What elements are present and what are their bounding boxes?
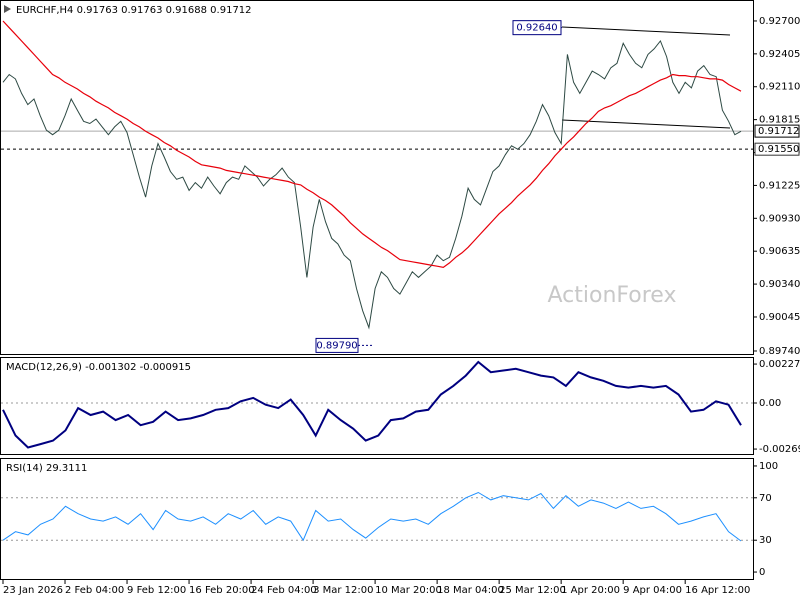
channel-upper bbox=[561, 26, 731, 36]
series-line bbox=[2, 360, 742, 449]
price-panel bbox=[0, 0, 754, 355]
y-tick-label: 0.90045 bbox=[759, 312, 800, 323]
series-line bbox=[2, 40, 742, 330]
rsi-panel bbox=[0, 458, 754, 580]
y-tick-label: 0.91815 bbox=[759, 115, 800, 126]
x-tick-label: 9 Apr 04:00 bbox=[623, 585, 682, 596]
x-tick-label: 2 Feb 04:00 bbox=[65, 585, 124, 596]
y-tick-label: 0 bbox=[759, 567, 765, 578]
x-tick-label: 3 Mar 12:00 bbox=[313, 585, 373, 596]
y-tick-label: 0.92110 bbox=[759, 82, 800, 93]
y-tick-label: 0.00 bbox=[759, 398, 781, 409]
watermark: ActionForex bbox=[548, 283, 677, 308]
x-tick-label: 23 Jan 2026 bbox=[3, 585, 63, 596]
y-tick-label: 0.90340 bbox=[759, 279, 800, 290]
y-tick-label: 70 bbox=[759, 493, 772, 504]
panel-title: EURCHF,H4 0.91763 0.91763 0.91688 0.9171… bbox=[16, 5, 252, 16]
channel-lower bbox=[561, 119, 731, 129]
x-tick-label: 9 Feb 12:00 bbox=[127, 585, 186, 596]
y-tick-label: 0.92405 bbox=[759, 49, 800, 60]
x-tick-label: 16 Apr 12:00 bbox=[685, 585, 750, 596]
panel-title: MACD(12,26,9) -0.001302 -0.000915 bbox=[6, 362, 191, 373]
series-line bbox=[2, 20, 742, 269]
symbol-icon bbox=[4, 5, 11, 13]
annotation-box bbox=[315, 337, 359, 353]
y-tick-label: 0.002277 bbox=[759, 359, 800, 370]
y-tick-label: 0.90930 bbox=[759, 213, 800, 224]
y-tick-label: 0.89740 bbox=[759, 346, 800, 357]
y-tick-label: 0.90635 bbox=[759, 246, 800, 257]
x-tick-label: 10 Mar 20:00 bbox=[375, 585, 442, 596]
y-tick-label: 30 bbox=[759, 535, 772, 546]
x-tick-label: 1 Apr 20:00 bbox=[561, 585, 620, 596]
x-tick-label: 25 Mar 12:00 bbox=[499, 585, 566, 596]
macd-panel bbox=[0, 357, 754, 455]
panel-title: RSI(14) 29.3111 bbox=[6, 463, 87, 474]
last-price-label: 0.91712 bbox=[758, 126, 799, 137]
y-tick-label: 100 bbox=[759, 461, 778, 472]
annotation-label: 0.92640 bbox=[516, 23, 557, 34]
x-tick-label: 24 Feb 04:00 bbox=[251, 585, 317, 596]
y-tick-label: 0.92700 bbox=[759, 16, 800, 27]
annotation-label: 0.89790 bbox=[316, 340, 357, 351]
y-tick-label: -0.002693 bbox=[759, 444, 800, 455]
annotation-box bbox=[512, 20, 562, 36]
series-line bbox=[2, 491, 742, 542]
level-label: 0.91550 bbox=[758, 144, 799, 155]
level-box bbox=[754, 142, 800, 156]
last-price-box bbox=[754, 124, 800, 138]
y-tick-label: 0.91225 bbox=[759, 180, 800, 191]
x-tick-label: 18 Mar 04:00 bbox=[437, 585, 504, 596]
x-tick-label: 16 Feb 20:00 bbox=[189, 585, 255, 596]
